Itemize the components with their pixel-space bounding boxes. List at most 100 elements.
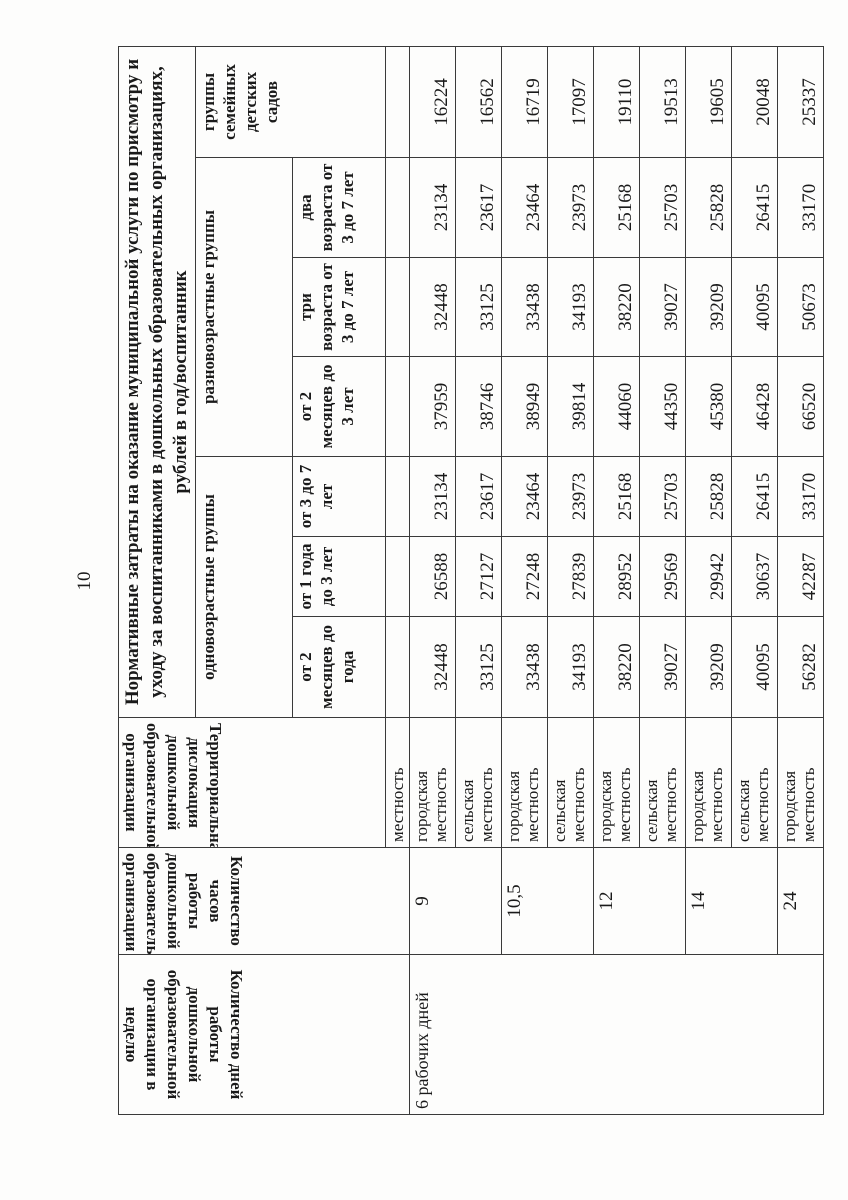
table-title: Нормативные затраты на оказание муниципа…: [118, 46, 196, 718]
cost-value-cell: 34193: [547, 257, 594, 357]
cost-value-cell: 40095: [731, 257, 778, 357]
cost-value-cell: 25703: [639, 157, 686, 258]
cost-value-cell: 25337: [777, 46, 824, 158]
cost-value-cell: 45380: [685, 356, 732, 457]
blank-cell: [385, 456, 410, 537]
table-row: 10,5 городская местность 33438 27248 23464 38…: [501, 46, 594, 1114]
cost-value-cell: 34193: [547, 616, 594, 718]
header-territory: Территориальная дислокация дошкольной об…: [118, 717, 386, 848]
cost-value-cell: 27127: [455, 536, 502, 617]
cost-value-cell: 44350: [639, 356, 686, 457]
cost-value-cell: 23134: [409, 456, 456, 537]
subheader-4: три возраста от 3 до 7 лет: [292, 257, 386, 357]
cost-value-cell: 40095: [731, 616, 778, 718]
territory-cell: сельская местность: [731, 717, 778, 848]
territory-cell: городская местность: [685, 717, 732, 848]
subheader-1: от 1 года до 3 лет: [292, 536, 386, 617]
days-cell: 6 рабочих дней: [409, 954, 824, 1115]
cost-value-cell: 16224: [409, 46, 456, 158]
header-days-text: Количество дней работы дошкольной образо…: [122, 969, 246, 1100]
blank-cell: [385, 46, 410, 158]
cost-value-cell: 16719: [501, 46, 548, 158]
blank-cell: [385, 157, 410, 258]
territory-cell: сельская местность: [547, 717, 594, 848]
cost-value-cell: 19605: [685, 46, 732, 158]
subheader-5: два возраста от 3 до 7 лет: [292, 157, 386, 258]
cost-value-cell: 32448: [409, 616, 456, 718]
subheader-3: от 2 месяцев до 3 лет: [292, 356, 386, 457]
blank-cell: [385, 356, 410, 457]
territory-cell: городская местность: [593, 717, 640, 848]
cost-value-cell: 33438: [501, 257, 548, 357]
cost-value-cell: 29942: [685, 536, 732, 617]
header-family: группы семейных детских садов: [195, 46, 386, 158]
cost-value-cell: 44060: [593, 356, 640, 457]
cost-value-cell: 30637: [731, 536, 778, 617]
header-days: Количество дней работы дошкольной образо…: [118, 954, 410, 1115]
cost-value-cell: 23617: [455, 456, 502, 537]
cost-value-cell: 66520: [777, 356, 824, 457]
cost-value-cell: 39027: [639, 616, 686, 718]
hours-cell: 14: [685, 847, 778, 955]
territory-cell: городская местность: [409, 717, 456, 848]
header-territory-text: Территориальная дислокация дошкольной об…: [122, 723, 225, 848]
cost-value-cell: 25703: [639, 456, 686, 537]
cost-value-cell: 25828: [685, 456, 732, 537]
cost-value-cell: 27839: [547, 536, 594, 617]
blank-territory-cell: местность: [385, 717, 410, 848]
territory-cell: сельская местность: [639, 717, 686, 848]
cost-value-cell: 23464: [501, 456, 548, 537]
territory-cell: городская местность: [501, 717, 548, 848]
cost-norms-table: Количество дней работы дошкольной образо…: [118, 46, 824, 1115]
hours-cell: 12: [593, 847, 686, 955]
table-row: 14 городская местность 39209 29942 25828 4538…: [685, 46, 778, 1114]
cost-value-cell: 42287: [777, 536, 824, 617]
hours-cell: 10,5: [501, 847, 594, 955]
cost-value-cell: 56282: [777, 616, 824, 718]
cost-value-cell: 19110: [593, 46, 640, 158]
cost-value-cell: 37959: [409, 356, 456, 457]
header-mixed-age: разновозрастные группы: [195, 157, 293, 457]
cost-value-cell: 39814: [547, 356, 594, 457]
cost-value-cell: 23617: [455, 157, 502, 258]
cost-value-cell: 38746: [455, 356, 502, 457]
blank-cell: [385, 257, 410, 357]
cost-value-cell: 28952: [593, 536, 640, 617]
cost-value-cell: 33170: [777, 456, 824, 537]
territory-cell: городская местность: [777, 717, 824, 848]
cost-value-cell: 20048: [731, 46, 778, 158]
table-row: 6 рабочих дней 9 городская местность 32448 2…: [409, 46, 824, 1115]
cost-value-cell: 39209: [685, 257, 732, 357]
cost-value-cell: 29569: [639, 536, 686, 617]
cost-value-cell: 25168: [593, 456, 640, 537]
cost-value-cell: 26415: [731, 157, 778, 258]
rotated-table-sheet: 10 Количество дней работы дошкольной обр…: [74, 46, 824, 1115]
subheader-2: от 3 до 7 лет: [292, 456, 386, 537]
cost-value-cell: 38220: [593, 257, 640, 357]
blank-cell: [385, 616, 410, 718]
cost-value-cell: 32448: [409, 257, 456, 357]
cost-value-cell: 50673: [777, 257, 824, 357]
header-hours-text: Количество часов работы дошкольной образ…: [122, 853, 246, 955]
hours-cell: 24: [777, 847, 824, 955]
hours-cell: 9: [409, 847, 502, 955]
cost-value-cell: 26588: [409, 536, 456, 617]
cost-value-cell: 39209: [685, 616, 732, 718]
territory-cell: сельская местность: [455, 717, 502, 848]
cost-value-cell: 46428: [731, 356, 778, 457]
cost-value-cell: 38949: [501, 356, 548, 457]
cost-value-cell: 25828: [685, 157, 732, 258]
subheader-0: от 2 месяцев до года: [292, 616, 386, 718]
cost-value-cell: 33170: [777, 157, 824, 258]
header-hours: Количество часов работы дошкольной образ…: [118, 847, 410, 955]
cost-value-cell: 33125: [455, 616, 502, 718]
cost-value-cell: 19513: [639, 46, 686, 158]
cost-value-cell: 38220: [593, 616, 640, 718]
table-row: 12 городская местность 38220 28952 25168 4406…: [593, 46, 686, 1114]
header-single-age: одновозрастные группы: [195, 456, 293, 718]
cost-value-cell: 23464: [501, 157, 548, 258]
cost-value-cell: 17097: [547, 46, 594, 158]
cost-value-cell: 26415: [731, 456, 778, 537]
cost-value-cell: 23973: [547, 456, 594, 537]
cost-value-cell: 23973: [547, 157, 594, 258]
